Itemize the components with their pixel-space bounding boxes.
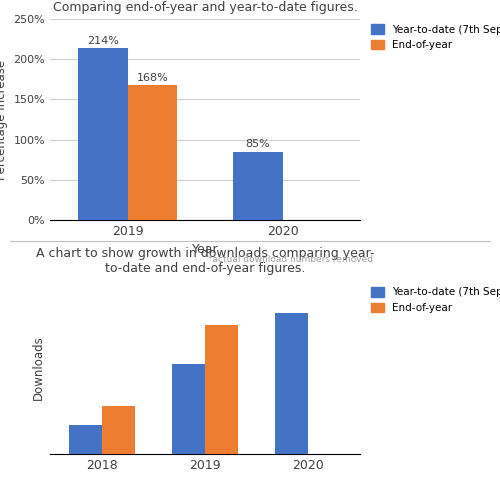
Title: Percentage increase in downloads by year.
Comparing end-of-year and year-to-date: Percentage increase in downloads by year… <box>52 0 358 14</box>
Text: A chart to show growth in downloads comparing year-
to-date and end-of-year figu: A chart to show growth in downloads comp… <box>36 247 374 275</box>
Y-axis label: Percentage increase: Percentage increase <box>0 59 8 180</box>
Bar <box>276 313 308 454</box>
Legend: Year-to-date (7th Sept.), End-of-year: Year-to-date (7th Sept.), End-of-year <box>372 24 500 50</box>
Bar <box>68 425 102 454</box>
Bar <box>172 364 205 454</box>
Text: *actual download numbers removed: *actual download numbers removed <box>208 255 372 264</box>
X-axis label: Year: Year <box>192 243 218 256</box>
Text: 214%: 214% <box>87 36 118 45</box>
Y-axis label: Downloads: Downloads <box>32 336 44 401</box>
Bar <box>233 152 282 220</box>
Bar <box>205 325 238 454</box>
Bar <box>128 85 177 220</box>
Bar <box>78 48 128 220</box>
Text: 85%: 85% <box>246 139 270 149</box>
Legend: Year-to-date (7th Sept.), End-of-year: Year-to-date (7th Sept.), End-of-year <box>372 287 500 313</box>
Text: 168%: 168% <box>136 73 168 83</box>
Bar <box>102 406 134 454</box>
